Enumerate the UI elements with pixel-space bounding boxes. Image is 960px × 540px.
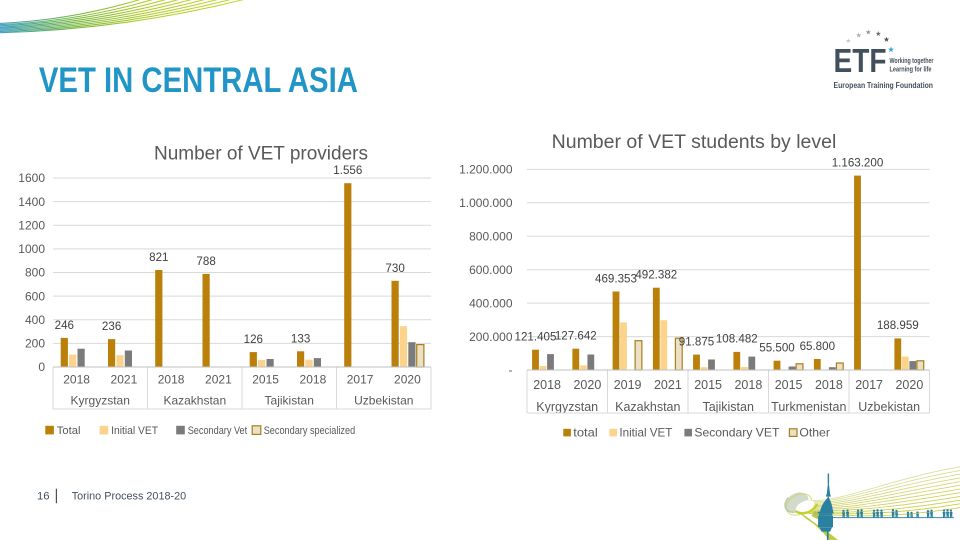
svg-text:65.800: 65.800 xyxy=(800,340,835,353)
svg-text:600: 600 xyxy=(25,289,45,303)
svg-text:Working together: Working together xyxy=(890,56,934,65)
svg-text:Total: Total xyxy=(57,425,81,437)
svg-text:730: 730 xyxy=(385,262,404,275)
svg-text:2019: 2019 xyxy=(614,378,642,392)
svg-text:133: 133 xyxy=(291,332,310,345)
svg-text:2017: 2017 xyxy=(855,378,883,392)
svg-text:200: 200 xyxy=(25,337,45,351)
svg-text:Torino Process 2018-20: Torino Process 2018-20 xyxy=(72,491,187,503)
svg-text:1400: 1400 xyxy=(18,195,45,209)
svg-text:2017: 2017 xyxy=(347,372,374,386)
svg-text:188.959: 188.959 xyxy=(877,319,919,332)
svg-text:Uzbekistan: Uzbekistan xyxy=(354,394,413,408)
svg-text:108.482: 108.482 xyxy=(716,333,758,346)
svg-text:0: 0 xyxy=(38,360,45,374)
svg-text:2020: 2020 xyxy=(573,378,601,392)
svg-text:Kyrgyzstan: Kyrgyzstan xyxy=(536,400,598,414)
svg-text:400: 400 xyxy=(25,313,45,327)
svg-text:Secondary VET: Secondary VET xyxy=(694,425,780,439)
svg-text:VET IN CENTRAL ASIA: VET IN CENTRAL ASIA xyxy=(39,61,358,100)
svg-text:821: 821 xyxy=(149,251,168,264)
svg-text:2021: 2021 xyxy=(111,372,138,386)
svg-text:Kazakhstan: Kazakhstan xyxy=(163,394,226,408)
svg-text:1000: 1000 xyxy=(18,242,45,256)
svg-text:2018: 2018 xyxy=(158,372,185,386)
svg-text:Other: Other xyxy=(799,425,830,439)
svg-text:total: total xyxy=(573,425,597,439)
svg-text:2015: 2015 xyxy=(775,378,803,392)
svg-text:200.000: 200.000 xyxy=(469,330,513,344)
svg-text:16: 16 xyxy=(37,491,50,503)
svg-text:2018: 2018 xyxy=(734,378,762,392)
svg-text:Uzbekistan: Uzbekistan xyxy=(858,400,920,414)
svg-text:2018: 2018 xyxy=(815,378,843,392)
svg-text:236: 236 xyxy=(102,320,121,333)
svg-text:ETF: ETF xyxy=(834,42,887,79)
svg-text:400.000: 400.000 xyxy=(469,296,513,310)
svg-text:Number of VET providers: Number of VET providers xyxy=(154,144,368,165)
svg-text:55.500: 55.500 xyxy=(759,342,794,355)
svg-text:1.200.000: 1.200.000 xyxy=(459,163,513,177)
svg-text:2015: 2015 xyxy=(694,378,722,392)
svg-text:2018: 2018 xyxy=(300,372,327,386)
svg-text:2020: 2020 xyxy=(394,372,421,386)
svg-text:91.875: 91.875 xyxy=(679,335,714,348)
svg-text:600.000: 600.000 xyxy=(469,263,513,277)
svg-text:1.000.000: 1.000.000 xyxy=(459,196,513,210)
svg-text:Number of VET students by leve: Number of VET students by level xyxy=(552,131,837,153)
svg-text:492.382: 492.382 xyxy=(635,269,677,282)
svg-text:Tajikistan: Tajikistan xyxy=(265,394,314,408)
svg-text:1.163.200: 1.163.200 xyxy=(832,156,884,169)
svg-text:788: 788 xyxy=(196,255,215,268)
svg-text:Secondary specialized: Secondary specialized xyxy=(264,425,356,437)
svg-text:Secondary Vet: Secondary Vet xyxy=(188,425,248,437)
svg-text:2020: 2020 xyxy=(895,378,923,392)
svg-text:800.000: 800.000 xyxy=(469,230,513,244)
svg-text:-: - xyxy=(509,363,513,377)
svg-text:2018: 2018 xyxy=(533,378,561,392)
svg-text:1600: 1600 xyxy=(18,171,45,185)
svg-text:1200: 1200 xyxy=(18,218,45,232)
svg-text:800: 800 xyxy=(25,266,45,280)
svg-text:2015: 2015 xyxy=(252,372,279,386)
svg-text:2018: 2018 xyxy=(63,372,90,386)
svg-text:Kyrgyzstan: Kyrgyzstan xyxy=(71,394,130,408)
svg-text:Initial VET: Initial VET xyxy=(619,425,673,439)
svg-text:121.405: 121.405 xyxy=(515,331,557,344)
svg-text:2021: 2021 xyxy=(654,378,682,392)
svg-text:246: 246 xyxy=(55,319,74,332)
svg-text:Turkmenistan: Turkmenistan xyxy=(771,400,846,414)
svg-text:127.642: 127.642 xyxy=(555,330,597,343)
svg-text:1.556: 1.556 xyxy=(333,164,362,177)
svg-text:Learning for life: Learning for life xyxy=(890,64,932,73)
svg-text:2021: 2021 xyxy=(205,372,232,386)
svg-text:European Training Foundation: European Training Foundation xyxy=(834,80,934,90)
svg-text:Tajikistan: Tajikistan xyxy=(702,400,753,414)
svg-text:Initial VET: Initial VET xyxy=(111,425,158,437)
svg-text:469.353: 469.353 xyxy=(595,272,637,285)
svg-text:126: 126 xyxy=(244,333,263,346)
svg-text:Kazakhstan: Kazakhstan xyxy=(615,400,680,414)
